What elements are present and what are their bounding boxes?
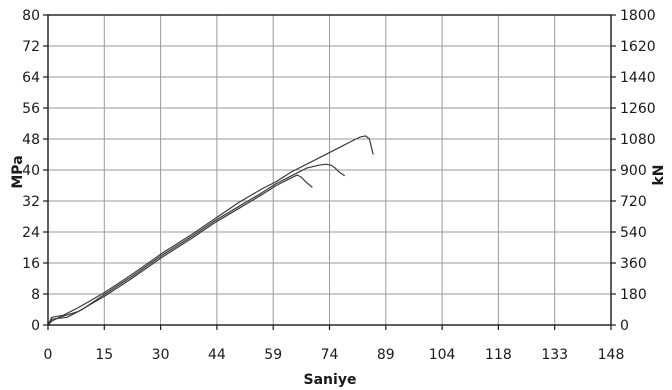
y-tick-label: 8 <box>31 287 40 303</box>
x-tick-label: 74 <box>321 347 339 363</box>
data-series-line-3 <box>47 174 313 326</box>
x-tick-label: 89 <box>377 347 395 363</box>
y2-tick-label: 360 <box>620 256 647 272</box>
y2-tick-label: 1260 <box>620 101 656 117</box>
x-tick-labels: 0 15 30 44 59 74 89 104 118 133 148 <box>44 347 625 363</box>
y2-tick-label: 900 <box>620 163 647 179</box>
y-tick-label: 80 <box>22 8 40 24</box>
y-tick-label: 16 <box>22 256 40 272</box>
y2-tick-label: 540 <box>620 225 647 241</box>
y-tick-label: 48 <box>22 132 40 148</box>
x-tick-label: 44 <box>208 347 226 363</box>
data-lines <box>47 135 374 326</box>
y2-tick-label: 1440 <box>620 70 656 86</box>
y2-tick-label: 1080 <box>620 132 656 148</box>
y-tick-label: 64 <box>22 70 40 86</box>
x-tick-label: 133 <box>541 347 568 363</box>
y2-axis-title: kN <box>651 164 667 185</box>
x-tick-label: 59 <box>264 347 282 363</box>
x-tick-label: 104 <box>429 347 456 363</box>
data-series-line-1 <box>47 135 374 326</box>
plot-frame <box>43 14 616 330</box>
y-tick-label: 0 <box>31 318 40 334</box>
data-series-line-2 <box>47 163 346 326</box>
x-tick-label: 0 <box>44 347 53 363</box>
y-tick-label: 56 <box>22 101 40 117</box>
y2-tick-label: 1620 <box>620 39 656 55</box>
y-tick-label: 40 <box>22 163 40 179</box>
y-tick-label: 72 <box>22 39 40 55</box>
y2-tick-label: 0 <box>620 318 629 334</box>
y-axis-title: MPa <box>10 155 26 188</box>
x-axis-title: Saniye <box>304 372 357 388</box>
x-tick-label: 30 <box>152 347 170 363</box>
y-tick-labels: 0 8 16 24 32 40 48 56 64 72 80 <box>22 8 40 334</box>
x-tick-label: 148 <box>598 347 625 363</box>
x-tick-label: 15 <box>95 347 113 363</box>
y-tick-label: 32 <box>22 194 40 210</box>
y-tick-label: 24 <box>22 225 40 241</box>
y2-tick-labels: 0 180 360 540 720 900 1080 1260 1440 1620 1800 <box>620 8 656 334</box>
y2-tick-label: 180 <box>620 287 647 303</box>
y2-tick-label: 720 <box>620 194 647 210</box>
y2-tick-label: 1800 <box>620 8 656 24</box>
x-tick-label: 118 <box>485 347 512 363</box>
